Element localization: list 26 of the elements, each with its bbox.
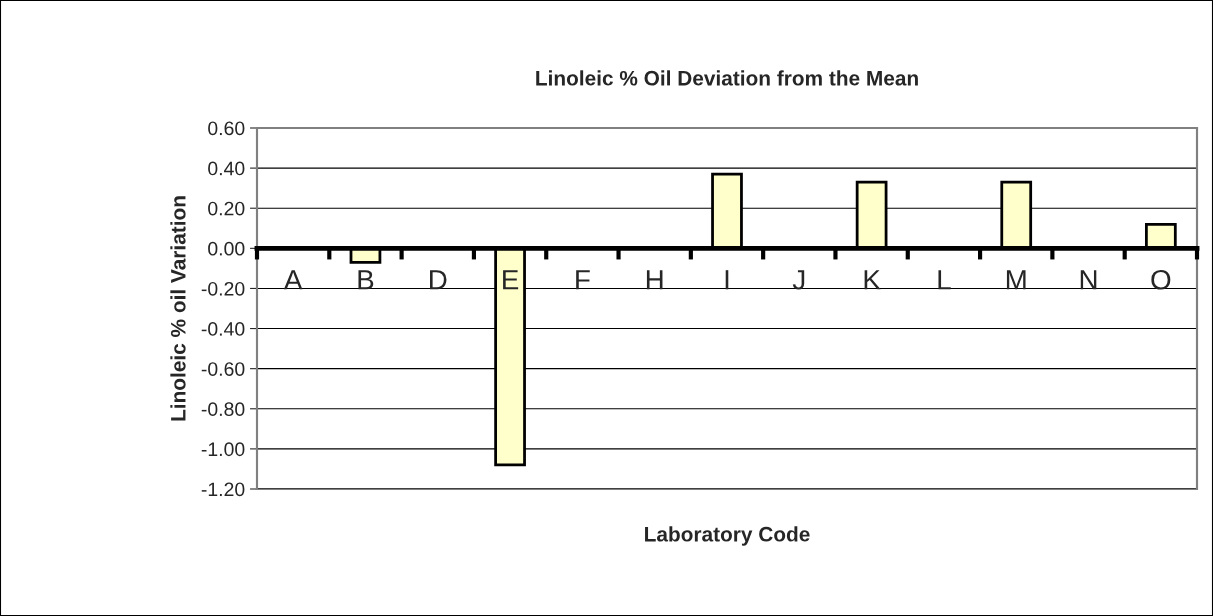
y-tick-label: -1.20 <box>201 482 245 497</box>
y-tick-label: 0.00 <box>208 241 245 256</box>
x-tick-label: N <box>1080 270 1097 290</box>
x-tick-label: K <box>864 270 881 290</box>
y-tick-label: 0.40 <box>208 161 245 176</box>
y-tick-label: -0.80 <box>201 402 245 417</box>
x-tick-label: O <box>1151 269 1171 290</box>
y-tick-label: 0.20 <box>208 201 245 216</box>
x-tick-label: F <box>576 270 590 290</box>
x-tick-label: I <box>725 270 729 290</box>
y-tick-label: 0.60 <box>208 121 245 136</box>
x-tick-label: A <box>283 270 303 290</box>
x-tick-label: L <box>938 270 951 290</box>
x-tick-label: E <box>503 270 519 290</box>
y-tick-label: -1.00 <box>201 442 245 457</box>
y-axis-title: Linoleic % oil Variation <box>170 196 186 421</box>
y-tick-label: -0.60 <box>201 362 245 376</box>
y-tick-label: -0.20 <box>201 281 245 296</box>
chart-title: Linoleic % Oil Deviation from the Mean <box>536 70 918 86</box>
x-tick-label: D <box>430 270 447 290</box>
y-tick-label: -0.40 <box>201 322 245 336</box>
x-tick-label: B <box>358 270 374 290</box>
x-tick-label: M <box>1006 270 1026 290</box>
x-axis-title: Laboratory Code <box>645 526 810 546</box>
x-tick-label: H <box>646 270 663 290</box>
x-tick-label: J <box>792 270 805 290</box>
